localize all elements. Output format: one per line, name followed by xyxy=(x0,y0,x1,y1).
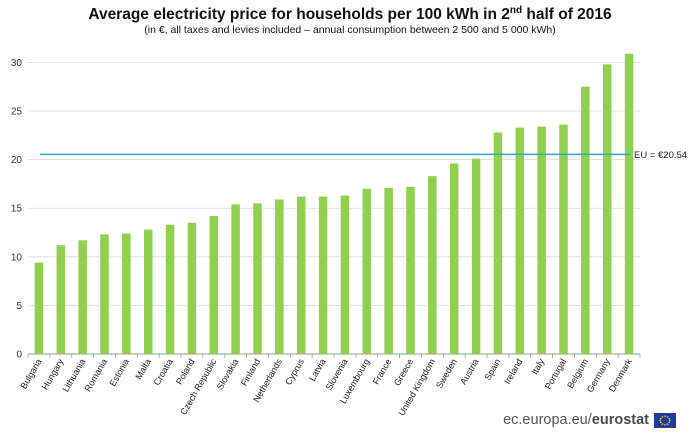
bar-france xyxy=(384,187,393,354)
y-tick-label: 0 xyxy=(16,350,22,361)
bar-belgium xyxy=(581,86,590,354)
x-tick-label: Estonia xyxy=(107,357,131,388)
x-tick-label: Finland xyxy=(239,357,262,388)
bar-finland xyxy=(253,203,262,354)
chart-title: Average electricity price for households… xyxy=(88,5,612,24)
bar-estonia xyxy=(122,233,131,354)
y-tick-label: 30 xyxy=(11,58,23,69)
x-tick-label: Austria xyxy=(458,357,481,386)
bar-croatia xyxy=(165,224,175,354)
y-tick-label: 5 xyxy=(16,301,22,312)
bar-slovenia xyxy=(340,195,350,354)
x-tick-label: Poland xyxy=(174,357,197,386)
bar-lithuania xyxy=(78,240,87,354)
bar-spain xyxy=(493,132,503,354)
bar-germany xyxy=(602,64,612,354)
bar-austria xyxy=(471,158,481,354)
bar-cyprus xyxy=(296,196,306,354)
y-tick-label: 25 xyxy=(11,107,23,118)
bar-netherlands xyxy=(275,199,284,354)
x-tick-label: Italy xyxy=(529,357,546,377)
bar-latvia xyxy=(318,196,328,354)
x-tick-label: Portugal xyxy=(543,357,568,391)
bar-bulgaria xyxy=(34,262,44,354)
eu-flag-icon xyxy=(654,412,676,428)
x-tick-label: Slovakia xyxy=(215,357,241,391)
bar-greece xyxy=(406,186,415,354)
source-site: ec.europa.eu/ xyxy=(503,412,592,428)
bar-portugal xyxy=(559,124,568,354)
bar-italy xyxy=(537,126,546,354)
source-footer: ec.europa.eu/eurostat xyxy=(503,412,676,428)
x-tick-label: Latvia xyxy=(307,357,328,383)
chart-subtitle: (in €, all taxes and levies included – a… xyxy=(144,24,556,36)
source-brand: eurostat xyxy=(591,412,649,428)
eu-average-label: EU = €20.54 xyxy=(634,150,687,161)
bar-slovakia xyxy=(231,204,240,354)
x-tick-label: France xyxy=(371,357,394,386)
y-tick-label: 15 xyxy=(11,204,23,215)
x-tick-label: Sweden xyxy=(434,357,459,390)
bar-ireland xyxy=(515,127,525,354)
bar-united-kingdom xyxy=(428,176,437,354)
x-tick-label: Cyprus xyxy=(283,357,306,387)
bar-sweden xyxy=(449,163,459,354)
x-tick-label: Spain xyxy=(482,357,502,382)
x-tick-label: Malta xyxy=(133,357,153,381)
bar-denmark xyxy=(624,53,634,355)
bar-malta xyxy=(143,229,153,354)
x-tick-label: Ireland xyxy=(502,357,524,386)
bar-czech-republic xyxy=(209,215,219,354)
bar-hungary xyxy=(56,245,66,354)
x-tick-label: Croatia xyxy=(152,357,175,387)
bar-poland xyxy=(187,222,197,354)
y-tick-label: 10 xyxy=(11,252,23,263)
bar-romania xyxy=(100,234,109,354)
x-tick-label: Greece xyxy=(392,357,415,388)
bar-luxembourg xyxy=(362,188,372,354)
y-tick-label: 20 xyxy=(11,155,23,166)
